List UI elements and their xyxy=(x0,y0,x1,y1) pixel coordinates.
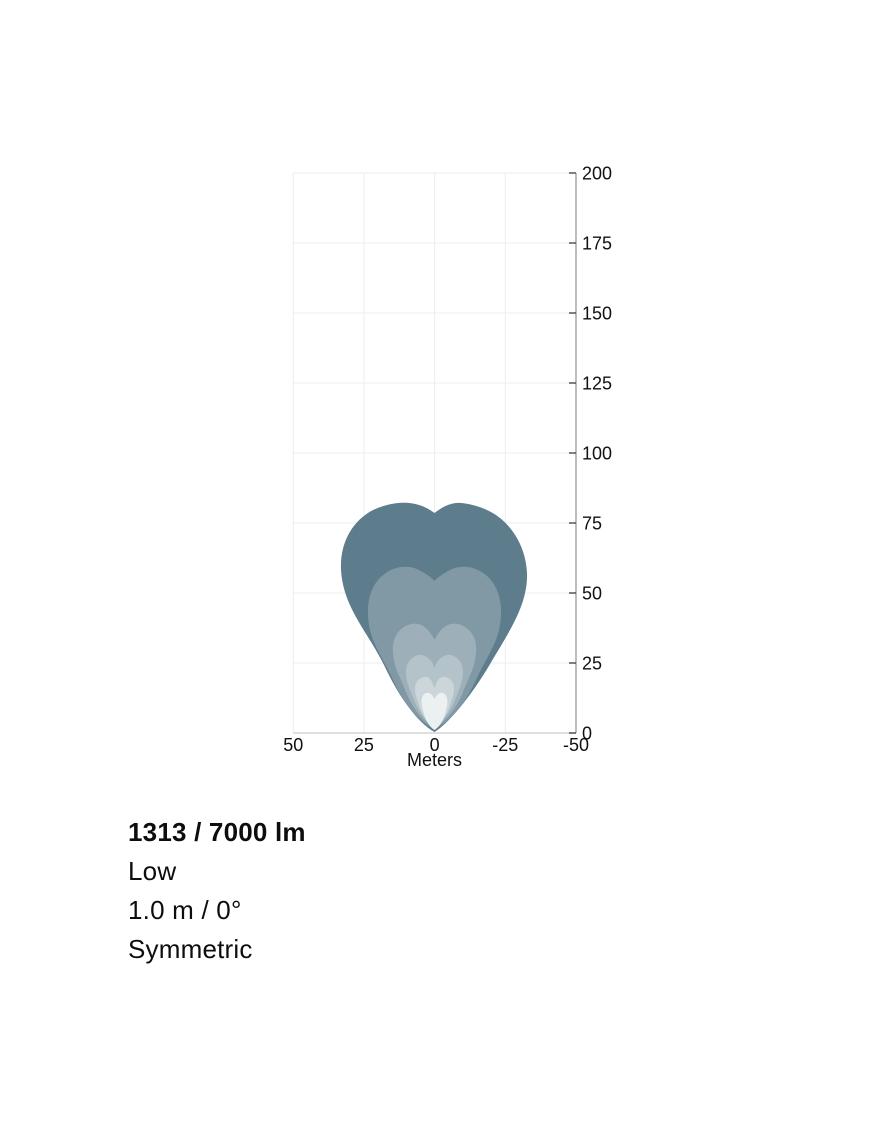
y-tick-label: 175 xyxy=(582,233,612,253)
mount-height-angle-label: 1.0 m / 0° xyxy=(128,895,242,925)
beam-contours xyxy=(340,502,528,732)
beam-info-block: 1313 / 7000 lm Low 1.0 m / 0° Symmetric xyxy=(128,813,306,969)
x-tick-label: -50 xyxy=(563,735,589,755)
product-lumens-label: 1313 / 7000 lm xyxy=(128,817,306,847)
x-tick-label: 0 xyxy=(430,735,440,755)
y-tick-label: 50 xyxy=(582,583,602,603)
y-tick-label: 75 xyxy=(582,513,602,533)
y-tick-label: 100 xyxy=(582,443,612,463)
contour-6-innermost xyxy=(421,692,448,730)
y-tick-label: 25 xyxy=(582,653,602,673)
y-tick-label: 125 xyxy=(582,373,612,393)
x-tick-label: 50 xyxy=(283,735,303,755)
beam-symmetry-label: Symmetric xyxy=(128,934,253,964)
x-axis-title: Meters xyxy=(407,750,462,770)
y-tick-label: 150 xyxy=(582,303,612,323)
x-tick-label: 25 xyxy=(354,735,374,755)
y-tick-label: 200 xyxy=(582,163,612,183)
axis-tick-labels: 0 25 50 75 100 125 150 175 200 50 25 0 -25 -50 xyxy=(283,163,612,755)
x-tick-label: -25 xyxy=(492,735,518,755)
axes xyxy=(293,172,577,734)
beam-mode-label: Low xyxy=(128,856,177,886)
y-tick-label: 0 xyxy=(582,723,592,743)
